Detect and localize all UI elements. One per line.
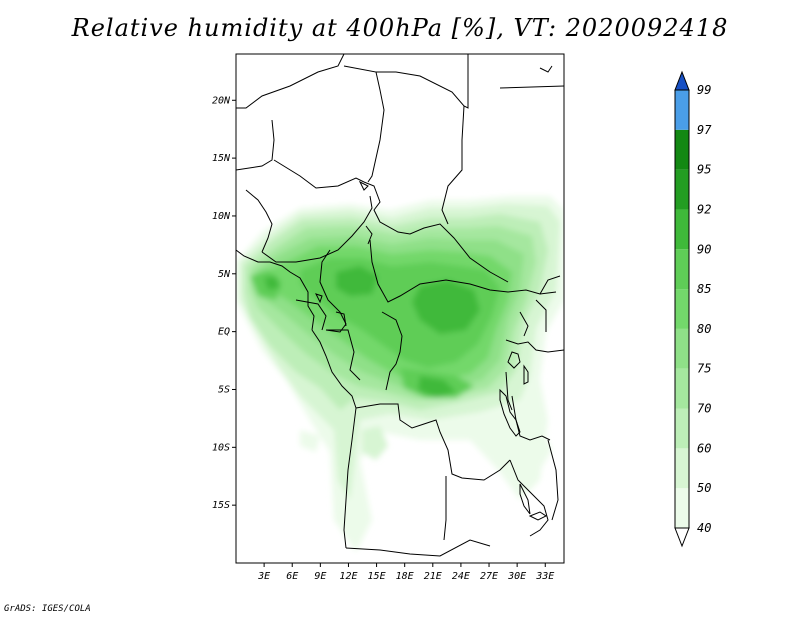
map-frame xyxy=(235,53,565,564)
colorbar-segment xyxy=(675,448,689,489)
lat-tick-label: 5N xyxy=(218,269,231,280)
colorbar-segment xyxy=(675,488,689,528)
colorbar-label: 95 xyxy=(697,163,711,177)
latitude-axis: 20N 15N 10N 5N EQ 5S 10S 15S xyxy=(212,95,236,511)
lon-tick-label: 9E xyxy=(314,571,326,582)
longitude-axis: 3E 6E 9E 12E 15E 18E 21E 24E 27E 30E 33E xyxy=(257,563,554,582)
country-boundaries xyxy=(236,54,564,557)
colorbar-segment xyxy=(675,90,689,130)
colorbar-label: 60 xyxy=(697,441,711,455)
lat-tick-label: 10S xyxy=(212,442,230,453)
colorbar-segment xyxy=(675,169,689,210)
lon-tick-label: 27E xyxy=(480,571,498,582)
lon-tick-label: 18E xyxy=(396,571,414,582)
lat-tick-label: 20N xyxy=(212,95,231,106)
lon-tick-label: 30E xyxy=(507,571,526,582)
colorbar-label: 92 xyxy=(697,202,711,216)
colorbar-segment xyxy=(675,129,689,170)
lon-tick-label: 12E xyxy=(339,571,357,582)
colorbar-segment xyxy=(675,408,689,449)
colorbar-segment xyxy=(675,249,689,290)
colorbar-label: 40 xyxy=(697,521,711,535)
colorbar-label: 75 xyxy=(697,362,711,376)
lat-tick-label: 10N xyxy=(212,211,231,222)
colorbar-label: 70 xyxy=(697,402,711,416)
colorbar-label: 85 xyxy=(697,282,711,296)
colorbar-segment xyxy=(675,209,689,250)
lakes xyxy=(315,180,547,521)
lon-tick-label: 15E xyxy=(368,571,386,582)
lon-tick-label: 3E xyxy=(257,571,270,582)
colorbar-bottom-cap xyxy=(674,527,690,548)
colorbar-segment xyxy=(675,289,689,329)
lon-tick-label: 33E xyxy=(535,571,554,582)
lat-tick-label: 15N xyxy=(212,153,231,164)
lon-tick-label: 24E xyxy=(452,571,470,582)
colorbar-segment xyxy=(675,368,689,409)
lat-tick-label: 5S xyxy=(218,384,230,395)
colorbar-label: 50 xyxy=(697,481,711,495)
humidity-field xyxy=(236,196,564,552)
lat-tick-label: EQ xyxy=(218,327,230,338)
colorbar-outline xyxy=(674,89,690,529)
colorbar-label: 97 xyxy=(697,123,712,137)
lon-tick-label: 6E xyxy=(286,571,298,582)
colorbar-legend: 40 50 60 70 75 80 85 90 92 95 97 99 xyxy=(674,70,712,548)
colorbar-segment xyxy=(675,328,689,369)
lat-tick-label: 15S xyxy=(212,500,230,511)
grads-credit: GrADS: IGES/COLA xyxy=(4,604,91,614)
colorbar-top-cap xyxy=(674,70,690,91)
colorbar-label: 90 xyxy=(697,242,711,256)
colorbar-label: 99 xyxy=(697,83,711,97)
map-title: Relative humidity at 400hPa [%], VT: 202… xyxy=(71,14,729,42)
colorbar-label: 80 xyxy=(697,322,711,336)
lon-tick-label: 21E xyxy=(424,571,442,582)
